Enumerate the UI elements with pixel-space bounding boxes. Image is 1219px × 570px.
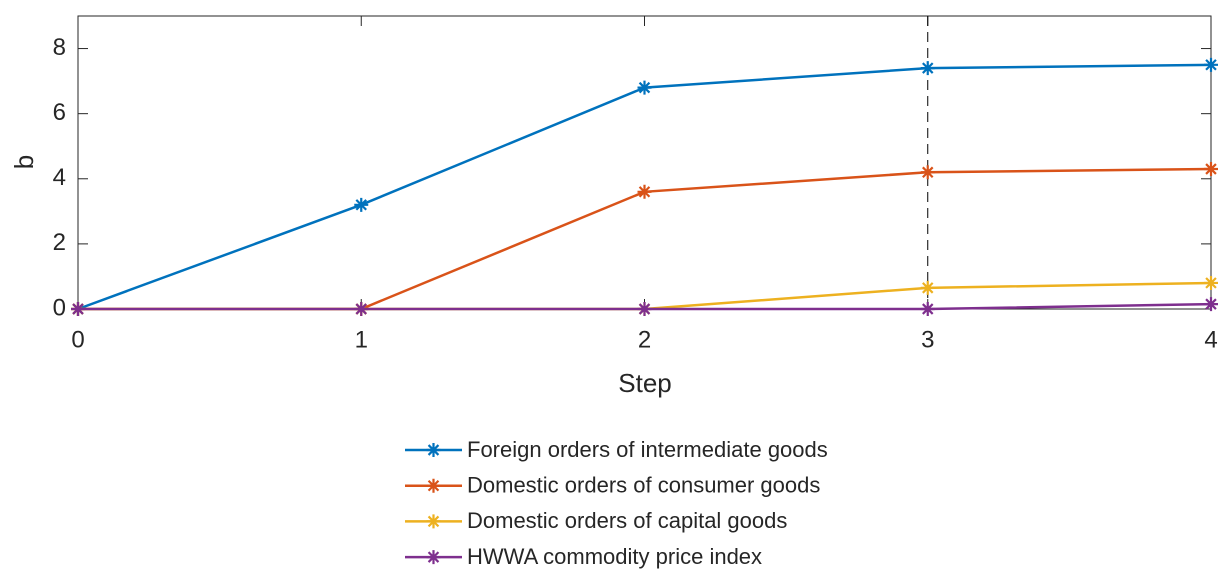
legend-label: HWWA commodity price index: [467, 544, 762, 569]
legend-label: Domestic orders of consumer goods: [467, 473, 820, 498]
marker: [1204, 162, 1218, 177]
x-tick-label: 1: [355, 326, 368, 353]
y-tick-label: 6: [53, 99, 66, 126]
marker: [1204, 297, 1218, 312]
marker: [71, 302, 85, 316]
y-tick-label: 0: [53, 294, 66, 321]
legend-label: Domestic orders of capital goods: [467, 508, 787, 533]
legend-marker: [426, 478, 441, 493]
marker: [354, 197, 369, 212]
marker: [354, 302, 369, 316]
marker: [920, 61, 935, 76]
x-tick-label: 4: [1204, 326, 1217, 353]
marker: [920, 165, 935, 180]
legend-marker: [426, 550, 441, 565]
plot-frame: [77, 15, 1212, 310]
marker: [1204, 57, 1218, 72]
marker: [637, 184, 652, 199]
legend-marker: [426, 443, 441, 457]
y-tick-label: 4: [53, 164, 66, 191]
x-tick-label: 0: [71, 326, 84, 353]
x-axis-label: Step: [618, 368, 672, 398]
legend-label: Foreign orders of intermediate goods: [467, 437, 828, 462]
x-tick-label: 2: [638, 326, 651, 353]
marker: [637, 80, 652, 95]
marker: [920, 302, 935, 316]
x-tick-label: 3: [921, 326, 934, 353]
y-axis-label: b: [9, 155, 39, 169]
marker: [637, 302, 652, 316]
y-tick-label: 2: [53, 229, 66, 256]
legend-marker: [426, 514, 441, 529]
marker: [920, 280, 935, 295]
marker: [1204, 275, 1218, 290]
y-tick-label: 8: [53, 34, 66, 61]
